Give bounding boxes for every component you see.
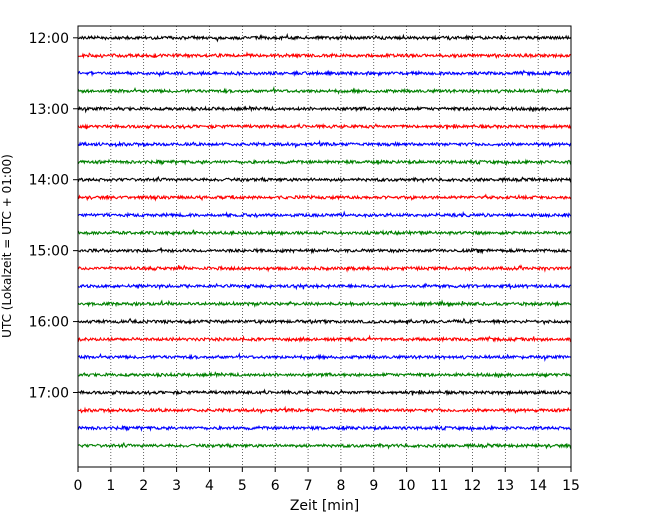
x-tick-label: 14: [529, 478, 547, 494]
y-tick-label: 13:00: [29, 102, 69, 118]
x-tick-label: 1: [106, 478, 115, 494]
trace-line: [77, 86, 572, 95]
trace-line: [77, 388, 572, 397]
trace-line: [77, 424, 572, 433]
y-tick-label: 14:00: [29, 173, 69, 189]
trace-line: [77, 229, 572, 237]
x-tick-label: 3: [172, 478, 181, 494]
x-tick-label: 13: [496, 478, 514, 494]
trace-line: [77, 352, 572, 362]
trace-line: [77, 193, 572, 202]
trace-line: [77, 371, 572, 379]
trace-line: [77, 139, 572, 149]
x-tick-label: 15: [562, 478, 580, 494]
y-tick-label: 15:00: [29, 244, 69, 260]
trace-line: [77, 105, 572, 114]
trace-line: [77, 69, 572, 78]
x-tick-label: 0: [74, 478, 83, 494]
x-tick-label: 11: [431, 478, 449, 494]
trace-line: [77, 122, 572, 131]
trace-line: [77, 299, 572, 308]
trace-line: [77, 334, 572, 343]
x-tick-label: 4: [205, 478, 214, 494]
trace-line: [77, 264, 572, 273]
x-axis-label: Zeit [min]: [290, 498, 359, 514]
y-axis: 12:00 13:00 14:00 15:00 16:00 17:00: [29, 31, 78, 402]
trace-line: [77, 247, 572, 255]
x-tick-label: 7: [304, 478, 313, 494]
x-tick-label: 12: [463, 478, 481, 494]
traces-group: [77, 32, 572, 450]
y-axis-label: UTC (Lokalzeit = UTC + 01:00): [0, 154, 14, 338]
x-axis: 0 1 2 3 4 5 6 7 8 9 10 11 12 13 14 15: [74, 467, 580, 494]
x-tick-label: 5: [238, 478, 247, 494]
trace-line: [77, 158, 572, 167]
x-tick-label: 8: [336, 478, 345, 494]
y-tick-label: 12:00: [29, 31, 69, 47]
trace-line: [77, 51, 572, 60]
plot-frame: [77, 25, 572, 468]
trace-line: [77, 317, 572, 326]
x-tick-label: 6: [271, 478, 280, 494]
trace-line: [77, 441, 572, 450]
trace-line: [77, 32, 572, 43]
trace-line: [77, 405, 572, 415]
trace-line: [77, 282, 572, 291]
trace-line: [77, 175, 572, 184]
x-tick-label: 2: [139, 478, 148, 494]
trace-line: [77, 210, 572, 219]
x-tick-label: 10: [398, 478, 416, 494]
y-tick-label: 17:00: [29, 386, 69, 402]
x-tick-label: 9: [369, 478, 378, 494]
y-tick-label: 16:00: [29, 315, 69, 331]
